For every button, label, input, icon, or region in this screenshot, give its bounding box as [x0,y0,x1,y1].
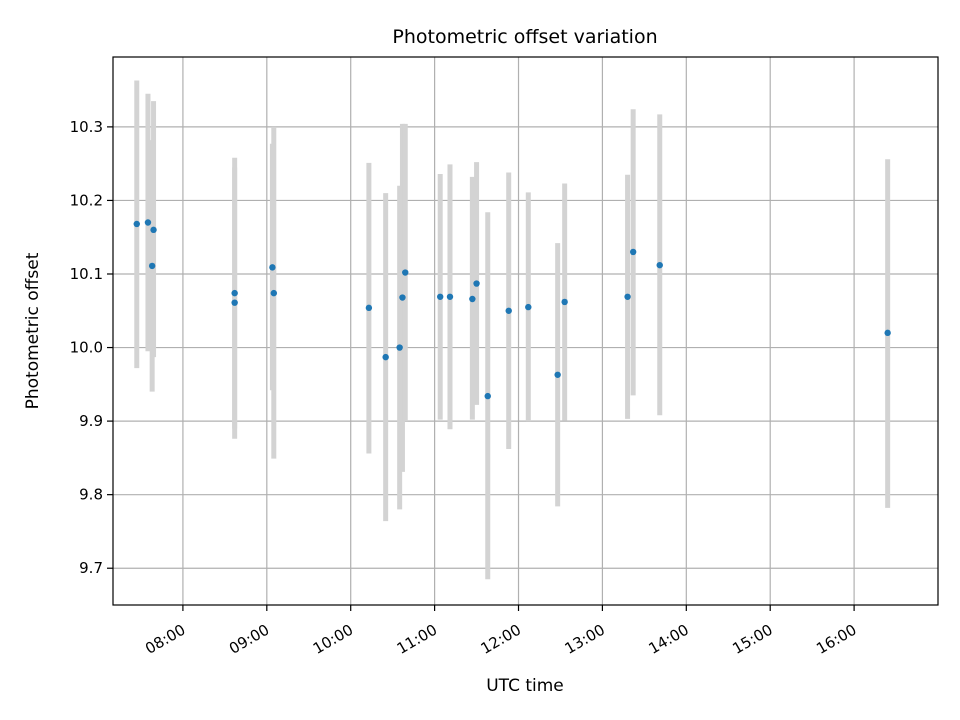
x-axis-label: UTC time [486,676,564,696]
data-point [473,280,480,287]
x-axis: 08:00 09:00 10:00 11:00 12:00 13:00 14:00 15:00… [142,605,860,658]
x-tick-label: 08:00 [142,621,188,658]
data-point [270,289,278,297]
y-axis-label: Photometric offset [23,252,43,409]
x-tick-label: 10:00 [310,621,356,658]
grid [113,57,938,605]
data-point [446,293,454,300]
data-point [525,303,532,311]
x-tick-label: 12:00 [478,621,524,658]
x-tick-label: 11:00 [394,621,440,658]
data-point [231,299,238,306]
data-point [505,307,512,314]
y-tick-label: 10.0 [70,339,103,357]
y-tick-label: 10.1 [70,265,103,283]
data-point [133,220,140,228]
data-point [884,329,891,337]
y-tick-label: 9.7 [79,559,103,577]
x-tick-label: 13:00 [562,621,608,658]
data-point [469,295,476,303]
x-tick-label: 14:00 [645,621,691,658]
y-tick-label: 10.3 [70,118,103,136]
x-tick-label: 09:00 [226,621,272,658]
y-tick-label: 9.8 [79,486,103,504]
y-tick-label: 9.9 [79,412,103,430]
x-tick-label: 15:00 [729,621,775,658]
data-point [144,219,152,226]
data-point [231,289,238,297]
data-point [656,261,663,269]
x-tick-label: 16:00 [813,621,859,658]
data-point [150,226,157,234]
data-point [399,294,406,301]
y-axis: 9.7 9.8 9.9 10.0 10.1 10.2 10.3 [70,118,113,577]
data-point [396,344,403,351]
data-point [382,353,389,361]
y-tick-label: 10.2 [70,191,103,209]
data-point [269,264,276,271]
data-points [133,219,891,400]
data-point [561,298,568,306]
error-bars [134,80,891,580]
data-point [437,293,444,300]
data-point [554,371,561,378]
data-point [365,304,373,312]
data-point [402,269,409,276]
data-point [484,392,491,400]
data-point [624,293,631,300]
plot-frame [112,56,939,606]
data-point [629,248,637,256]
chart-title: Photometric offset variation [392,26,657,48]
data-point [148,262,156,270]
